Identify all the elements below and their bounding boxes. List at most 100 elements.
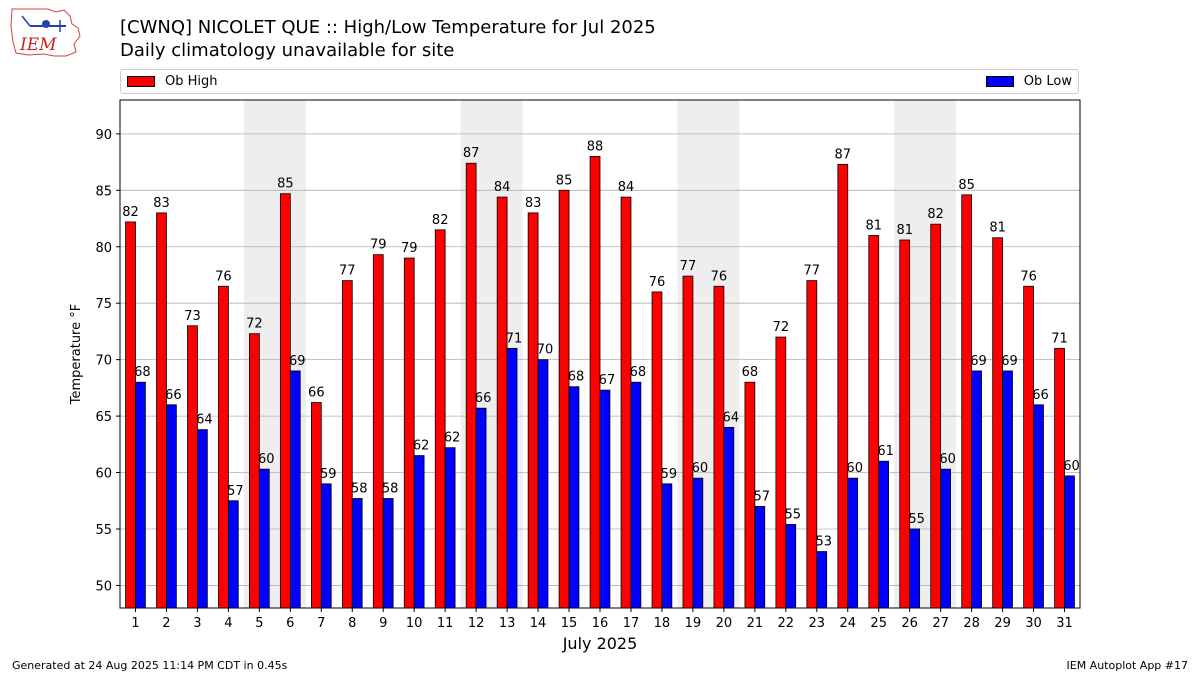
x-tick-label: 25: [870, 616, 887, 631]
bar-high: [868, 235, 880, 609]
bar-high: [961, 194, 973, 609]
data-label-low: 57: [227, 484, 244, 499]
data-label-high: 85: [277, 177, 294, 192]
x-tick-label: 5: [255, 616, 263, 631]
bar-low: [816, 551, 828, 609]
legend-item-low: Ob Low: [985, 74, 1072, 89]
bar-low: [258, 468, 270, 609]
bar-high: [651, 291, 663, 609]
data-label-high: 76: [215, 269, 232, 284]
bar-low: [320, 483, 332, 609]
data-label-high: 84: [618, 180, 635, 195]
bar-low: [754, 505, 766, 609]
x-tick-label: 28: [963, 616, 980, 631]
data-label-low: 61: [877, 444, 894, 459]
data-label-high: 72: [246, 317, 263, 332]
bar-low: [289, 370, 301, 609]
data-label-low: 55: [784, 507, 801, 522]
x-tick-label: 27: [932, 616, 949, 631]
legend-label-low: Ob Low: [1023, 74, 1072, 89]
bar-high: [744, 381, 756, 609]
data-label-high: 85: [958, 178, 975, 193]
data-label-high: 82: [927, 207, 944, 222]
bar-low: [1002, 370, 1013, 609]
bar-low: [475, 407, 487, 609]
y-tick-label: 75: [95, 297, 112, 312]
x-tick-label: 4: [224, 616, 232, 631]
bar-high: [682, 275, 694, 609]
bar-low: [135, 381, 146, 609]
x-tick-label: 16: [592, 616, 609, 631]
data-label-high: 88: [587, 139, 604, 154]
bar-high: [465, 162, 477, 609]
data-label-high: 77: [804, 264, 821, 279]
bar-low: [197, 429, 208, 609]
bar-high: [837, 163, 849, 609]
data-label-low: 55: [908, 512, 925, 527]
bar-high: [218, 285, 229, 609]
bar-low: [847, 477, 859, 609]
plot-frame: [119, 99, 1081, 609]
weekend-band: [460, 100, 523, 608]
legend-swatch-high: [127, 76, 155, 87]
bar-high: [125, 221, 136, 609]
y-tick-label: 70: [95, 354, 112, 369]
x-tick-label: 9: [379, 616, 387, 631]
bar-high: [930, 223, 942, 609]
data-label-low: 69: [1001, 354, 1018, 369]
data-label-low: 60: [692, 461, 709, 476]
bar-high: [527, 212, 539, 609]
data-label-high: 81: [989, 221, 1006, 236]
bar-low: [351, 498, 363, 609]
data-label-low: 60: [846, 461, 863, 476]
bar-low: [444, 447, 456, 609]
bar-low: [568, 386, 580, 609]
data-label-high: 76: [1020, 269, 1037, 284]
x-tick-label: 2: [162, 616, 170, 631]
bar-low: [630, 381, 642, 609]
data-label-high: 68: [742, 365, 759, 380]
bar-high: [713, 285, 725, 609]
data-label-low: 60: [1063, 459, 1080, 474]
x-axis-label: July 2025: [562, 634, 638, 653]
bar-low: [909, 528, 920, 609]
bar-high: [558, 189, 570, 609]
data-label-high: 71: [1051, 331, 1068, 346]
bar-low: [1064, 475, 1075, 609]
data-label-low: 67: [599, 373, 616, 388]
legend: Ob High Ob Low: [120, 69, 1079, 94]
data-label-high: 77: [680, 259, 697, 274]
data-label-high: 81: [865, 218, 882, 233]
bar-high: [496, 196, 508, 609]
x-tick-label: 6: [286, 616, 294, 631]
data-label-high: 84: [494, 180, 511, 195]
data-label-high: 66: [308, 386, 325, 401]
chart-title: [CWNQ] NICOLET QUE :: High/Low Temperatu…: [120, 17, 656, 38]
data-label-high: 87: [835, 147, 852, 162]
bar-high: [372, 254, 384, 609]
bar-high: [434, 229, 446, 609]
x-tick-label: 3: [193, 616, 201, 631]
logo-text: IEM: [19, 35, 57, 55]
y-tick-label: 60: [95, 467, 112, 482]
generated-timestamp: Generated at 24 Aug 2025 11:14 PM CDT in…: [12, 659, 288, 672]
y-tick-label: 85: [95, 184, 112, 199]
x-tick-label: 15: [561, 616, 578, 631]
data-label-low: 70: [537, 343, 554, 358]
y-tick-label: 90: [95, 128, 112, 143]
bar-high: [403, 257, 415, 609]
data-label-high: 87: [463, 146, 480, 161]
bar-low: [413, 455, 425, 609]
x-tick-label: 14: [530, 616, 547, 631]
bar-low: [537, 359, 549, 609]
data-label-low: 66: [475, 391, 492, 406]
data-label-low: 68: [134, 365, 151, 380]
weekend-band: [243, 100, 306, 608]
data-label-low: 69: [970, 354, 987, 369]
y-tick-label: 55: [95, 523, 112, 538]
bar-low: [878, 460, 890, 609]
x-tick-label: 29: [994, 616, 1011, 631]
bar-high: [249, 333, 260, 609]
y-axis-label: Temperature °F: [69, 304, 84, 405]
